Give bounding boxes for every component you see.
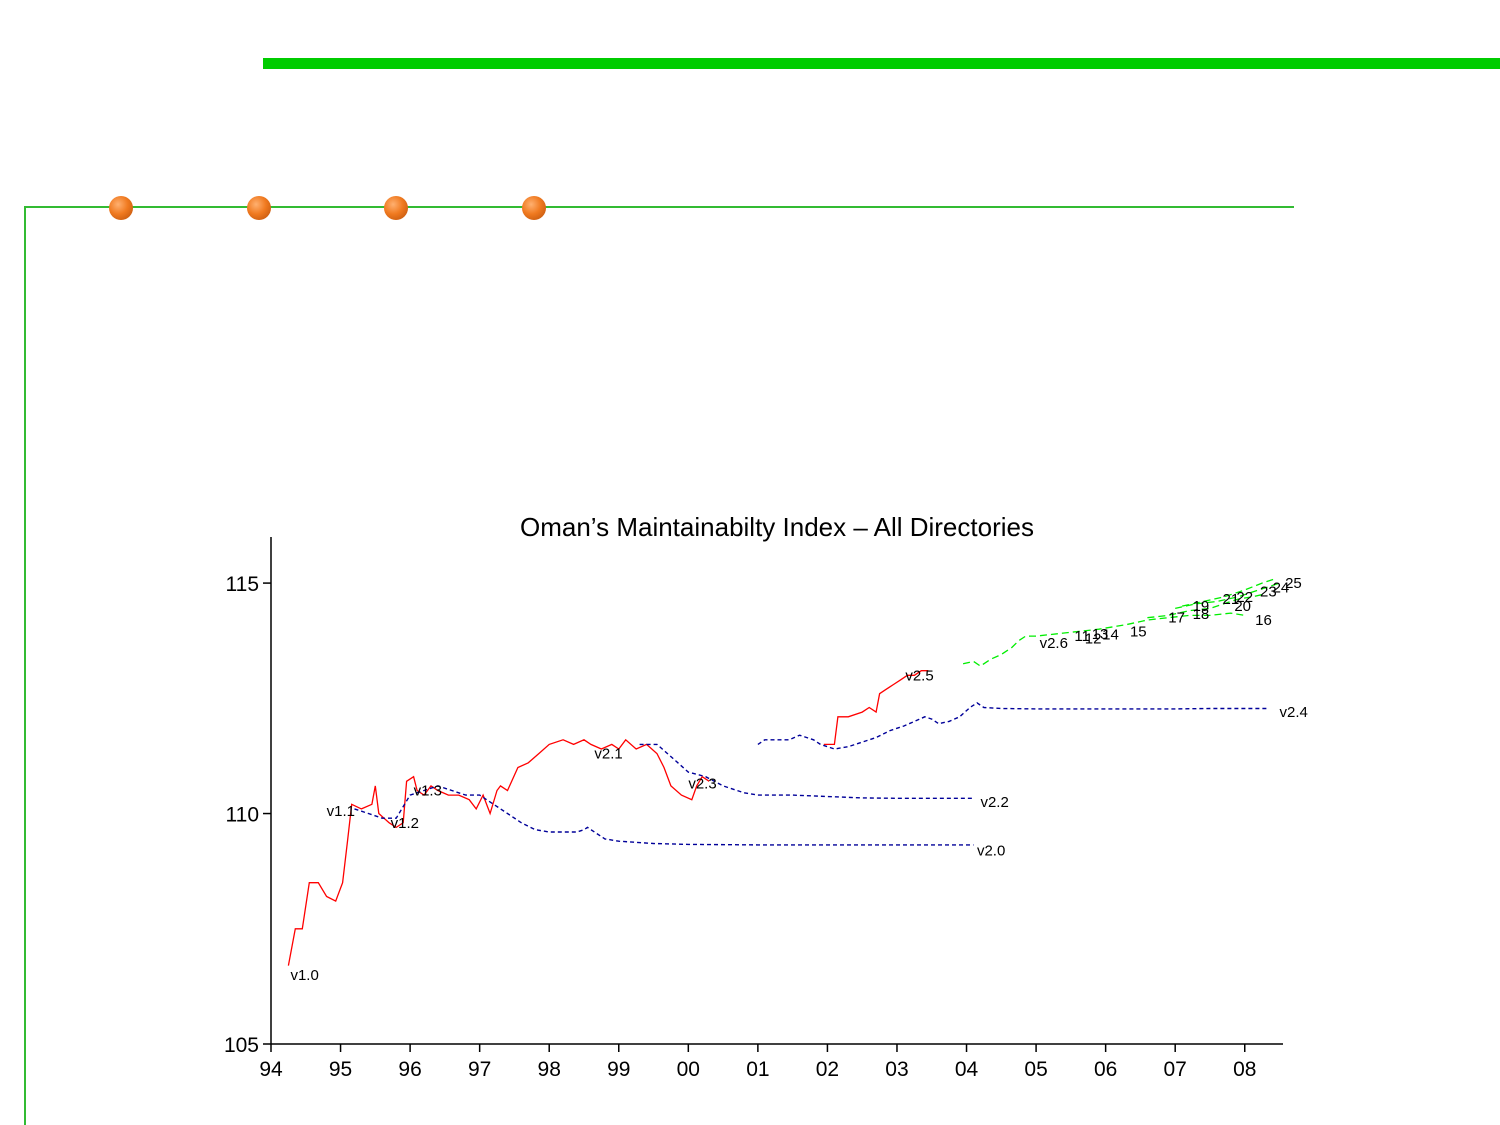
x-tick-label: 05 — [1024, 1058, 1047, 1081]
vertical-rule — [24, 206, 26, 1125]
annotation-group: v1.0 v1.1 v1.2 v1.3 v2.1 v2.3 v2.5 v2.4 v2.2 v2.0… — [290, 575, 1307, 984]
version-label: v2.5 — [905, 667, 933, 684]
bullet-dot — [109, 196, 133, 220]
version-label: 16 — [1255, 612, 1272, 629]
y-tick-label: 110 — [226, 804, 259, 827]
x-tick-label: 01 — [746, 1058, 769, 1081]
series-line — [962, 612, 1245, 667]
version-label: v2.6 — [1040, 635, 1068, 652]
version-label: 23 — [1260, 583, 1277, 600]
version-label: 15 — [1130, 623, 1147, 640]
version-label: 17 — [1168, 610, 1185, 627]
axis-ticks: 94 95 96 97 98 99 00 01 02 03 04 05 06 07 08 105 110 115 — [224, 573, 1256, 1081]
version-label: 20 — [1234, 598, 1251, 615]
series-line — [354, 785, 974, 846]
x-tick-label: 02 — [816, 1058, 839, 1081]
x-tick-label: 08 — [1233, 1058, 1256, 1081]
series-line — [639, 743, 974, 799]
x-tick-label: 07 — [1164, 1058, 1187, 1081]
x-tick-label: 96 — [398, 1058, 421, 1081]
x-tick-label: 97 — [468, 1058, 491, 1081]
version-label: 25 — [1285, 575, 1302, 592]
bullet-dot — [247, 196, 271, 220]
version-label: 12 — [1085, 630, 1102, 647]
x-tick-label: 06 — [1094, 1058, 1117, 1081]
series-line — [287, 738, 710, 966]
series-group — [287, 577, 1280, 966]
version-label: 21 — [1222, 591, 1239, 608]
series-line — [1181, 577, 1277, 607]
horizontal-rule — [24, 206, 1294, 208]
x-tick-label: 00 — [677, 1058, 700, 1081]
version-label: 18 — [1193, 606, 1210, 623]
version-label: 24 — [1273, 580, 1290, 597]
series-line — [823, 670, 929, 746]
version-label: v2.4 — [1280, 704, 1308, 721]
version-label: 22 — [1236, 589, 1253, 606]
series-line — [1147, 593, 1263, 619]
version-label: 11 — [1074, 628, 1090, 645]
series-line — [1175, 582, 1280, 610]
version-label: v1.1 — [327, 803, 355, 820]
version-label: 13 — [1092, 626, 1109, 643]
x-tick-label: 95 — [329, 1058, 352, 1081]
x-tick-label: 98 — [538, 1058, 561, 1081]
version-label: v2.3 — [688, 776, 716, 793]
version-label: v1.0 — [290, 967, 318, 984]
bullet-dot — [384, 196, 408, 220]
x-tick-label: 03 — [885, 1058, 908, 1081]
version-label: v2.0 — [977, 842, 1005, 859]
x-tick-label: 94 — [259, 1058, 283, 1081]
x-tick-label: 04 — [955, 1058, 979, 1081]
y-tick-label: 105 — [224, 1034, 259, 1057]
version-label: v2.1 — [594, 746, 622, 763]
version-label: v1.3 — [414, 783, 442, 800]
header-accent-bar — [263, 58, 1500, 69]
chart-title: Oman’s Maintainabilty Index – All Direct… — [520, 512, 1034, 542]
x-tick-label: 99 — [607, 1058, 630, 1081]
bullet-dot — [522, 196, 546, 220]
y-tick-label: 115 — [226, 573, 259, 596]
series-line — [757, 702, 1270, 750]
version-label: 14 — [1102, 627, 1119, 644]
version-label: v2.2 — [980, 794, 1008, 811]
version-label: 19 — [1193, 598, 1210, 615]
version-label: v1.2 — [391, 815, 419, 832]
